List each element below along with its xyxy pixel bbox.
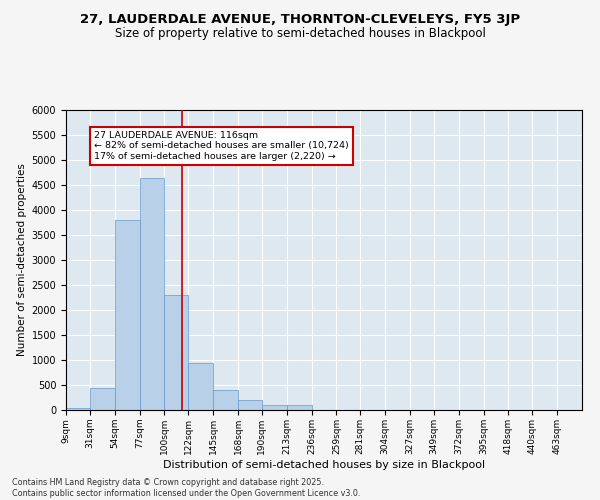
Bar — [262, 405, 287, 410]
Text: 27, LAUDERDALE AVENUE, THORNTON-CLEVELEYS, FY5 3JP: 27, LAUDERDALE AVENUE, THORNTON-CLEVELEY… — [80, 12, 520, 26]
Bar — [238, 400, 262, 410]
Bar — [188, 362, 213, 410]
Text: 27 LAUDERDALE AVENUE: 116sqm
← 82% of semi-detached houses are smaller (10,724)
: 27 LAUDERDALE AVENUE: 116sqm ← 82% of se… — [94, 131, 349, 161]
Bar — [164, 295, 188, 410]
Bar — [115, 220, 140, 410]
Bar — [66, 408, 90, 410]
Bar — [90, 388, 115, 410]
Text: Size of property relative to semi-detached houses in Blackpool: Size of property relative to semi-detach… — [115, 28, 485, 40]
Bar — [213, 390, 238, 410]
Y-axis label: Number of semi-detached properties: Number of semi-detached properties — [17, 164, 28, 356]
Bar — [140, 178, 164, 410]
Bar — [287, 405, 311, 410]
Text: Contains HM Land Registry data © Crown copyright and database right 2025.
Contai: Contains HM Land Registry data © Crown c… — [12, 478, 361, 498]
X-axis label: Distribution of semi-detached houses by size in Blackpool: Distribution of semi-detached houses by … — [163, 460, 485, 469]
